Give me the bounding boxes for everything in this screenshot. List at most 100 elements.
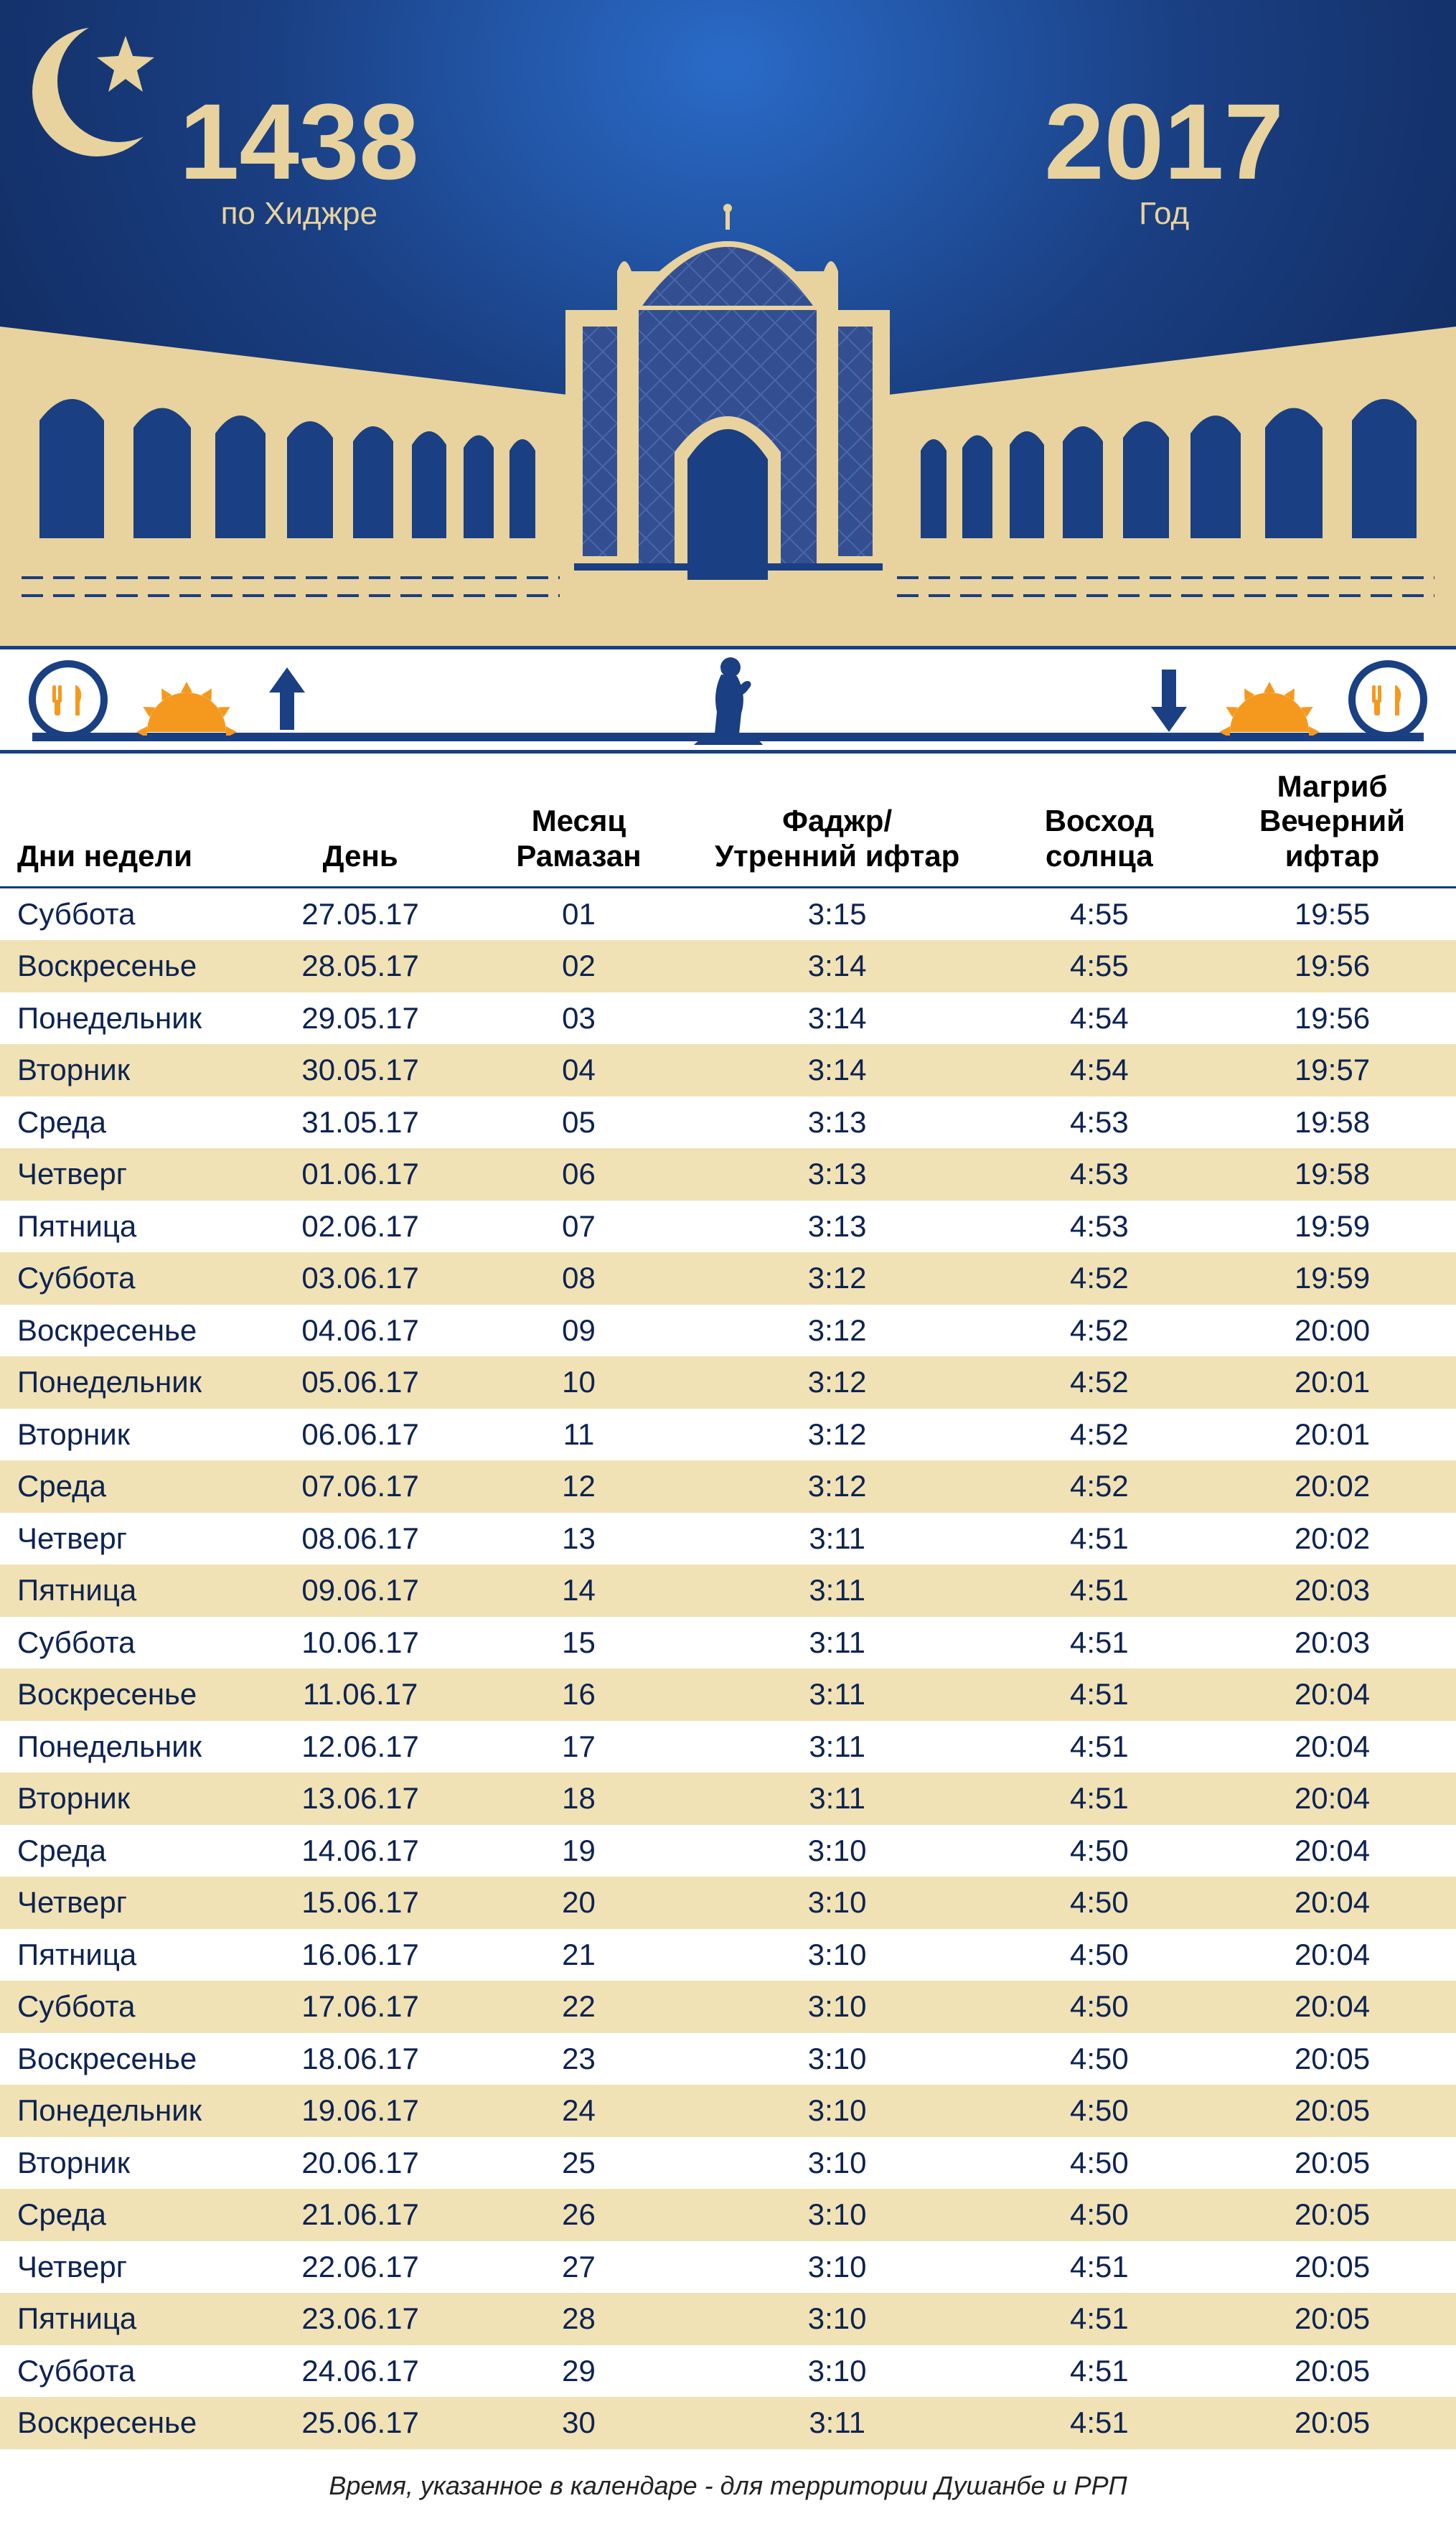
table-cell: 19:59	[1208, 1201, 1456, 1253]
table-row: Вторник06.06.17113:124:5220:01	[0, 1409, 1456, 1461]
table-cell: 22.06.17	[248, 2241, 473, 2294]
table-cell: 3:10	[685, 1877, 990, 1929]
table-cell: 3:14	[685, 1044, 990, 1097]
table-cell: 20:02	[1208, 1513, 1456, 1565]
table-row: Понедельник19.06.17243:104:5020:05	[0, 2085, 1456, 2137]
table-cell: 20:04	[1208, 1773, 1456, 1825]
table-cell: 3:11	[685, 1668, 990, 1721]
table-cell: 22	[473, 1981, 684, 2033]
table-row: Понедельник12.06.17173:114:5120:04	[0, 1721, 1456, 1773]
table-cell: 18.06.17	[248, 2033, 473, 2085]
page: 1438 по Хиджре 2017 Год	[0, 0, 1456, 2544]
table-row: Вторник20.06.17253:104:5020:05	[0, 2137, 1456, 2189]
legend-left-group	[29, 660, 309, 739]
table-cell: Пятница	[0, 1201, 248, 1253]
table-cell: 4:51	[990, 2241, 1208, 2294]
table-cell: Воскресенье	[0, 2397, 248, 2449]
table-cell: 3:10	[685, 1825, 990, 1877]
table-cell: 23.06.17	[248, 2293, 473, 2345]
table-cell: 24.06.17	[248, 2345, 473, 2398]
table-cell: 15.06.17	[248, 1877, 473, 1929]
table-cell: 3:10	[685, 2137, 990, 2189]
ramadan-timetable: Дни неделиДеньМесяцРамазанФаджр/Утренний…	[0, 754, 1456, 2449]
table-cell: 4:53	[990, 1097, 1208, 1149]
table-cell: 20:04	[1208, 1877, 1456, 1929]
table-cell: Вторник	[0, 1409, 248, 1461]
table-cell: 11.06.17	[248, 1668, 473, 1721]
table-cell: 20:03	[1208, 1564, 1456, 1617]
hero-banner: 1438 по Хиджре 2017 Год	[0, 0, 1456, 646]
table-cell: 4:50	[990, 1981, 1208, 2033]
table-cell: 20:05	[1208, 2137, 1456, 2189]
table-row: Среда14.06.17193:104:5020:04	[0, 1825, 1456, 1877]
gregorian-year: 2017	[1044, 93, 1284, 190]
table-cell: 4:50	[990, 1825, 1208, 1877]
table-cell: 03.06.17	[248, 1252, 473, 1305]
table-cell: Среда	[0, 1460, 248, 1513]
table-cell: 4:53	[990, 1148, 1208, 1201]
table-cell: 04	[473, 1044, 684, 1097]
table-cell: 19:55	[1208, 887, 1456, 940]
table-cell: 20:05	[1208, 2241, 1456, 2294]
table-cell: 10.06.17	[248, 1617, 473, 1669]
table-cell: 4:51	[990, 1617, 1208, 1669]
table-cell: 4:52	[990, 1252, 1208, 1305]
table-cell: 20:02	[1208, 1460, 1456, 1513]
col-header-3: Фаджр/Утренний ифтар	[685, 754, 990, 887]
table-cell: 3:11	[685, 1721, 990, 1773]
table-row: Вторник30.05.17043:144:5419:57	[0, 1044, 1456, 1097]
table-cell: 4:50	[990, 1877, 1208, 1929]
table-cell: 30	[473, 2397, 684, 2449]
crescent-moon-icon	[18, 13, 176, 171]
table-cell: 16.06.17	[248, 1929, 473, 1981]
table-row: Вторник13.06.17183:114:5120:04	[0, 1773, 1456, 1825]
table-cell: 4:51	[990, 1773, 1208, 1825]
table-cell: 3:11	[685, 2397, 990, 2449]
col-header-2: МесяцРамазан	[473, 754, 684, 887]
table-cell: 27.05.17	[248, 887, 473, 940]
table-cell: 4:50	[990, 2033, 1208, 2085]
table-cell: Четверг	[0, 1877, 248, 1929]
table-cell: 20:04	[1208, 1668, 1456, 1721]
table-cell: 04.06.17	[248, 1305, 473, 1357]
table-cell: 4:52	[990, 1356, 1208, 1409]
col-header-4: Восходсолнца	[990, 754, 1208, 887]
table-cell: 02.06.17	[248, 1201, 473, 1253]
table-cell: 16	[473, 1668, 684, 1721]
table-cell: 19.06.17	[248, 2085, 473, 2137]
table-cell: 3:11	[685, 1564, 990, 1617]
table-cell: Воскресенье	[0, 1668, 248, 1721]
col-header-5: МагрибВечерний ифтар	[1208, 754, 1456, 887]
table-cell: Вторник	[0, 1044, 248, 1097]
table-cell: 20:01	[1208, 1409, 1456, 1461]
table-cell: 4:52	[990, 1460, 1208, 1513]
arrow-up-icon	[266, 664, 309, 736]
table-cell: 20:04	[1208, 1721, 1456, 1773]
table-cell: 31.05.17	[248, 1097, 473, 1149]
table-cell: 05.06.17	[248, 1356, 473, 1409]
table-cell: 08	[473, 1252, 684, 1305]
table-cell: Среда	[0, 1097, 248, 1149]
table-cell: 19:56	[1208, 940, 1456, 992]
table-cell: Среда	[0, 2189, 248, 2241]
table-cell: 09.06.17	[248, 1564, 473, 1617]
table-cell: 3:12	[685, 1252, 990, 1305]
suhoor-plate-icon	[29, 660, 108, 739]
table-cell: 20:03	[1208, 1617, 1456, 1669]
table-cell: 3:15	[685, 887, 990, 940]
table-cell: 4:50	[990, 2137, 1208, 2189]
table-cell: 3:10	[685, 1929, 990, 1981]
table-cell: 17.06.17	[248, 1981, 473, 2033]
table-cell: Воскресенье	[0, 2033, 248, 2085]
table-cell: 3:10	[685, 2033, 990, 2085]
table-cell: Четверг	[0, 2241, 248, 2294]
table-row: Суббота17.06.17223:104:5020:04	[0, 1981, 1456, 2033]
table-cell: 17	[473, 1721, 684, 1773]
table-cell: Суббота	[0, 1981, 248, 2033]
table-cell: 19:59	[1208, 1252, 1456, 1305]
table-cell: 3:10	[685, 2189, 990, 2241]
col-header-0: Дни недели	[0, 754, 248, 887]
table-cell: 14	[473, 1564, 684, 1617]
table-cell: 10	[473, 1356, 684, 1409]
table-cell: 3:10	[685, 2293, 990, 2345]
